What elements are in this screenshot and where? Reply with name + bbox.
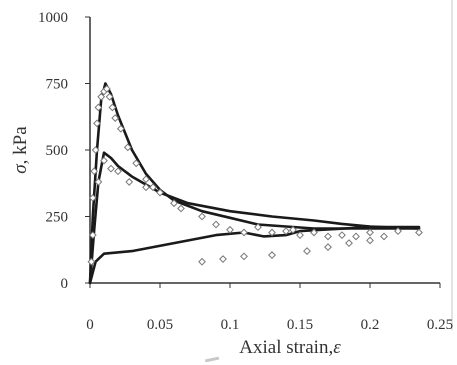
data-marker — [380, 232, 388, 241]
y-tick-label: 0 — [61, 276, 69, 292]
data-marker — [366, 236, 374, 245]
series-layer — [87, 82, 423, 285]
data-marker — [310, 228, 318, 237]
scan-smudge-mark — [204, 356, 220, 363]
data-marker — [345, 239, 353, 248]
data-marker — [352, 232, 360, 241]
data-marker — [105, 92, 114, 101]
data-marker — [303, 247, 311, 255]
x-tick-group: 0 0.05 0.1 0.15 0.2 0.25 — [86, 283, 453, 333]
data-marker — [132, 159, 141, 168]
x-axis-title-symbol: ε — [333, 337, 341, 358]
y-tick-label: 1000 — [38, 10, 68, 26]
data-marker — [254, 223, 262, 232]
data-marker — [268, 228, 276, 237]
y-tick-label: 750 — [46, 77, 69, 93]
data-marker — [142, 183, 150, 192]
x-axis-title: Axial strain,ε — [239, 337, 341, 358]
x-axis-title-text: Axial strain, — [239, 337, 333, 358]
series-line-2 — [88, 151, 421, 285]
data-marker — [87, 257, 96, 266]
data-marker — [338, 231, 346, 240]
data-marker — [366, 228, 374, 237]
data-marker — [219, 255, 227, 263]
y-tick-label: 500 — [46, 143, 69, 159]
x-tick-label: 0.05 — [147, 317, 173, 333]
data-marker — [100, 156, 108, 165]
data-marker — [149, 183, 157, 192]
data-marker — [177, 204, 185, 213]
data-marker — [111, 114, 120, 122]
data-marker — [114, 167, 122, 176]
data-marker — [198, 257, 206, 266]
x-tick-label: 0.1 — [221, 317, 240, 333]
data-marker — [125, 178, 134, 186]
data-marker — [240, 228, 248, 237]
data-marker — [268, 251, 276, 259]
y-axis-title-symbol: σ — [10, 164, 31, 174]
data-marker — [97, 92, 106, 101]
data-marker — [212, 220, 220, 229]
series-line-1 — [88, 82, 421, 285]
data-marker — [170, 199, 178, 208]
data-marker — [116, 124, 125, 133]
data-marker — [289, 225, 297, 234]
data-marker — [94, 103, 103, 112]
data-marker — [296, 231, 304, 240]
x-tick-label: 0.2 — [361, 317, 380, 333]
data-marker — [240, 252, 248, 261]
data-marker — [198, 212, 206, 221]
data-marker — [88, 193, 97, 202]
x-tick-label: 0.15 — [287, 317, 313, 333]
x-tick-label: 0.25 — [427, 317, 453, 333]
data-marker — [123, 143, 132, 152]
data-marker — [93, 119, 101, 128]
data-marker — [324, 243, 332, 251]
data-marker — [226, 225, 234, 234]
data-marker — [94, 178, 103, 186]
y-axis-title: σ, kPa — [10, 126, 31, 174]
data-marker — [107, 164, 115, 173]
y-axis-title-unit: , kPa — [10, 126, 31, 165]
y-tick-group: 0 250 500 750 1000 — [38, 10, 90, 292]
data-marker — [142, 175, 150, 184]
data-marker — [156, 188, 164, 197]
y-tick-label: 250 — [46, 210, 69, 226]
data-marker — [88, 231, 97, 240]
data-marker — [394, 227, 402, 236]
data-marker — [415, 228, 423, 237]
data-marker — [90, 167, 99, 176]
data-marker — [324, 232, 332, 241]
x-tick-label: 0 — [86, 317, 94, 333]
data-marker — [108, 103, 117, 112]
data-marker — [91, 146, 100, 154]
data-marker — [282, 227, 290, 236]
data-marker — [102, 84, 111, 93]
